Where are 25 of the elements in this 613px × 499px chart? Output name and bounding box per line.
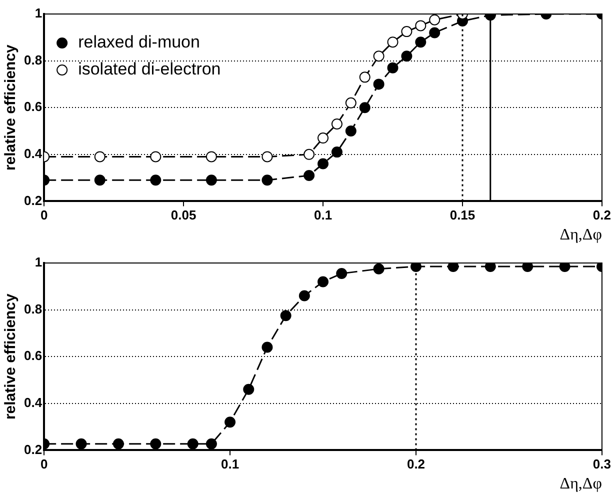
x-tick-label: 0.3	[592, 456, 612, 472]
x-tick-label: 0.2	[592, 208, 612, 223]
x-tick-label: 0	[40, 208, 48, 223]
x-tick-label: 0.1	[314, 208, 332, 223]
x-tick-label: 0	[40, 456, 48, 472]
y-tick-label: 0.8	[24, 301, 42, 316]
y-tick-label: 1	[34, 6, 42, 21]
legend-label: relaxed di-muon	[78, 32, 200, 52]
legend-label: isolated di-electron	[78, 60, 221, 79]
y-tick-label: 0.4	[24, 394, 43, 410]
y-axis-title: relative efficiency	[2, 292, 20, 420]
y-tick-label: 0.4	[24, 146, 43, 161]
x-tick-label: 0.15	[450, 208, 476, 223]
y-tick-label: 0.2	[24, 192, 42, 208]
x-axis-title: Δη,Δφ	[560, 476, 602, 493]
x-tick-label: 0.2	[406, 456, 426, 472]
y-axis-title: relative efficiency	[2, 44, 20, 171]
y-tick-label: 0.2	[24, 442, 42, 457]
y-tick-label: 0.6	[24, 348, 42, 364]
y-tick-label: 0.8	[24, 52, 42, 68]
y-tick-label: 0.6	[24, 99, 42, 114]
x-tick-label: 0.05	[170, 208, 196, 223]
y-tick-label: 1	[34, 254, 42, 270]
x-tick-label: 0.1	[220, 456, 240, 472]
x-axis-title: Δη,Δφ	[560, 226, 602, 244]
